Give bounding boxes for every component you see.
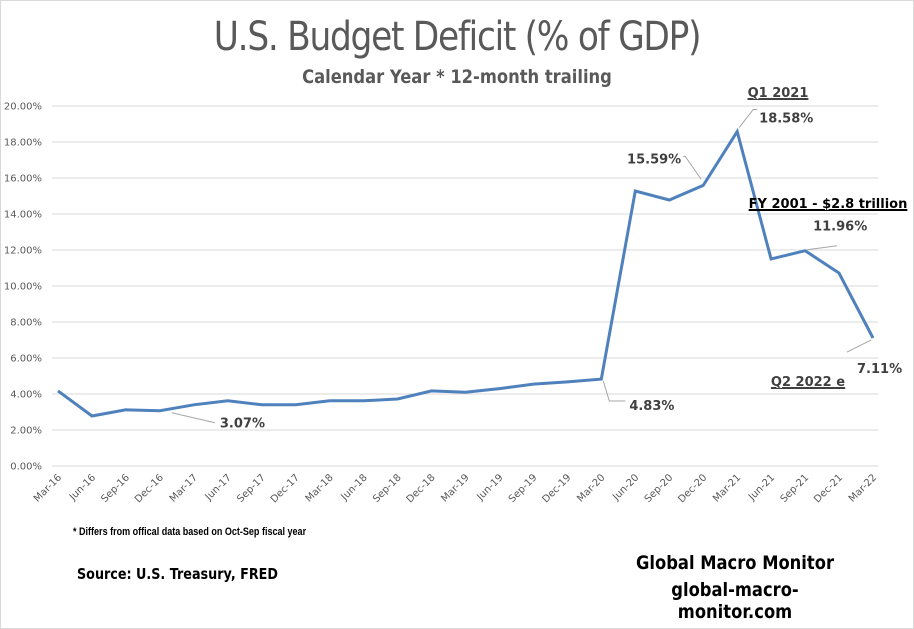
- y-tick-label: 12.00%: [4, 246, 42, 257]
- leader-line: [171, 412, 215, 424]
- x-tick-label: Dec-19: [540, 472, 573, 505]
- annotations: Q1 2021 FY 2001 - $2.8 trillion Q2 2022 e: [747, 86, 908, 390]
- x-tick-label: Sep-20: [643, 472, 676, 505]
- y-tick-label: 6.00%: [10, 354, 42, 365]
- x-tick-label: Mar-22: [847, 472, 879, 504]
- y-tick-label: 0.00%: [10, 462, 42, 473]
- x-axis-ticks: Mar-16 Jun-16 Sep-16 Dec-16 Mar-17 Jun-17 Sep-…: [32, 472, 879, 505]
- y-tick-label: 14.00%: [4, 210, 42, 221]
- x-tick-label: Jun-16: [67, 472, 98, 503]
- x-tick-label: Sep-17: [235, 472, 268, 505]
- x-tick-label: Mar-20: [575, 472, 607, 504]
- chart-subtitle: Calendar Year * 12-month trailing: [302, 66, 612, 88]
- data-label: 11.96%: [813, 220, 867, 235]
- annotation-label: FY 2001 - $2.8 trillion: [749, 197, 908, 212]
- x-tick-label: Dec-16: [133, 472, 166, 505]
- footnote: * Differs from offical data based on Oct…: [73, 526, 307, 538]
- x-tick-label: Dec-17: [269, 472, 302, 505]
- y-tick-label: 16.00%: [4, 174, 42, 185]
- leader-line: [683, 155, 702, 180]
- x-tick-label: Jun-18: [339, 472, 370, 503]
- data-label: 4.83%: [629, 399, 674, 414]
- x-tick-label: Jun-20: [610, 472, 641, 503]
- gridlines: [52, 105, 878, 467]
- x-tick-label: Sep-19: [507, 472, 540, 505]
- y-tick-label: 10.00%: [4, 282, 42, 293]
- y-tick-label: 8.00%: [10, 318, 42, 329]
- y-tick-label: 20.00%: [4, 102, 42, 113]
- brand-block: Global Macro Monitor global-macro-monito…: [600, 552, 870, 623]
- x-tick-label: Sep-21: [779, 472, 812, 505]
- leader-line: [738, 109, 758, 128]
- brand-name: Global Macro Monitor: [635, 552, 835, 574]
- series-line-group: [57, 127, 875, 418]
- x-tick-label: Jun-21: [746, 472, 777, 503]
- x-tick-label: Sep-16: [99, 472, 132, 505]
- annotation-label: Q2 2022 e: [771, 375, 845, 390]
- source-note: Source: U.S. Treasury, FRED: [77, 565, 278, 583]
- x-tick-label: Jun-19: [474, 472, 505, 503]
- y-axis-ticks: 0.00% 2.00% 4.00% 6.00% 8.00% 10.00% 12.00% 14.…: [4, 102, 42, 473]
- x-tick-label: Mar-21: [711, 472, 743, 504]
- chart-title: U.S. Budget Deficit (% of GDP): [213, 14, 702, 60]
- x-tick-label: Dec-21: [812, 472, 845, 505]
- x-tick-label: Dec-18: [405, 472, 438, 505]
- leader-line: [602, 380, 626, 402]
- y-tick-label: 2.00%: [10, 426, 42, 437]
- y-tick-label: 18.00%: [4, 138, 42, 149]
- x-tick-label: Mar-19: [439, 472, 471, 504]
- series-line: [57, 127, 875, 418]
- leader-line: [807, 245, 838, 251]
- y-tick-label: 4.00%: [10, 390, 42, 401]
- x-tick-label: Mar-18: [304, 472, 336, 504]
- x-tick-label: Mar-17: [168, 472, 200, 504]
- brand-url: global-macro-monitor.com: [671, 579, 799, 623]
- data-labels: 3.07% 4.83% 15.59% 18.58% 11.96% 7.11%: [220, 112, 902, 432]
- data-label: 15.59%: [627, 152, 681, 167]
- leader-line: [846, 339, 872, 353]
- x-tick-label: Mar-16: [32, 472, 64, 504]
- x-tick-label: Jun-17: [203, 472, 234, 503]
- x-tick-label: Dec-20: [676, 472, 709, 505]
- data-label: 3.07%: [220, 417, 265, 432]
- annotation-label: Q1 2021: [748, 86, 809, 101]
- data-label: 18.58%: [759, 112, 813, 127]
- x-tick-label: Sep-18: [371, 472, 404, 505]
- label-leader-lines: [171, 109, 872, 424]
- data-label: 7.11%: [857, 362, 902, 377]
